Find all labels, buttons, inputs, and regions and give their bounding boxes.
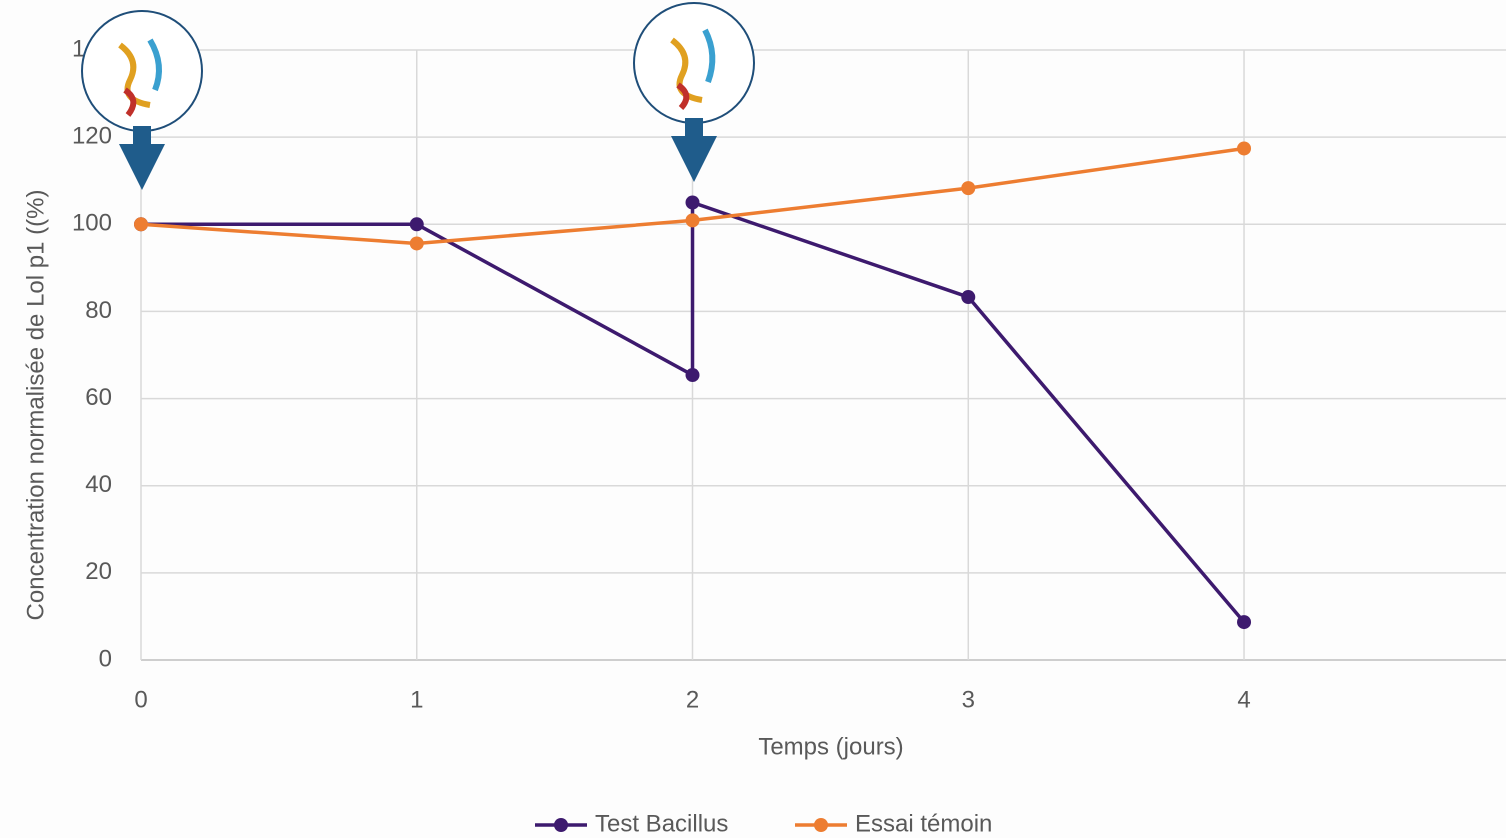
y-tick-label: 120 [72, 122, 112, 149]
lines [134, 141, 1252, 630]
legend-label: Essai témoin [855, 810, 992, 837]
protein-icon [633, 2, 755, 182]
legend: Test Bacillus Essai témoin [535, 810, 992, 837]
x-tick-label: 0 [134, 686, 147, 713]
protein-icon [81, 10, 203, 190]
legend-marker [814, 818, 828, 832]
x-tick-label: 2 [686, 686, 699, 713]
y-axis-label: Concentration normalisée de Lol p1 ((%) [22, 190, 49, 621]
data-point [409, 217, 424, 232]
x-tick-label: 3 [962, 686, 975, 713]
y-tick-label: 0 [99, 645, 112, 672]
x-tick-label: 4 [1237, 686, 1250, 713]
y-tick-label: 40 [85, 471, 112, 498]
y-tick-label: 80 [85, 297, 112, 324]
data-point [685, 213, 700, 228]
grid: 02040608010012014001234 [72, 35, 1506, 713]
y-tick-label: 100 [72, 210, 112, 237]
data-point [1237, 615, 1252, 630]
data-point [1237, 141, 1252, 156]
y-tick-label: 60 [85, 384, 112, 411]
data-point [134, 217, 148, 232]
x-axis-label: Temps (jours) [758, 733, 903, 760]
legend-marker [554, 818, 568, 832]
data-point [409, 236, 424, 251]
x-tick-label: 1 [410, 686, 423, 713]
series-line [141, 200, 1246, 624]
data-point [685, 368, 700, 383]
legend-label: Test Bacillus [595, 810, 728, 837]
data-point [685, 195, 700, 210]
y-tick-label: 20 [85, 558, 112, 585]
data-point [961, 290, 976, 305]
data-point [961, 181, 976, 196]
